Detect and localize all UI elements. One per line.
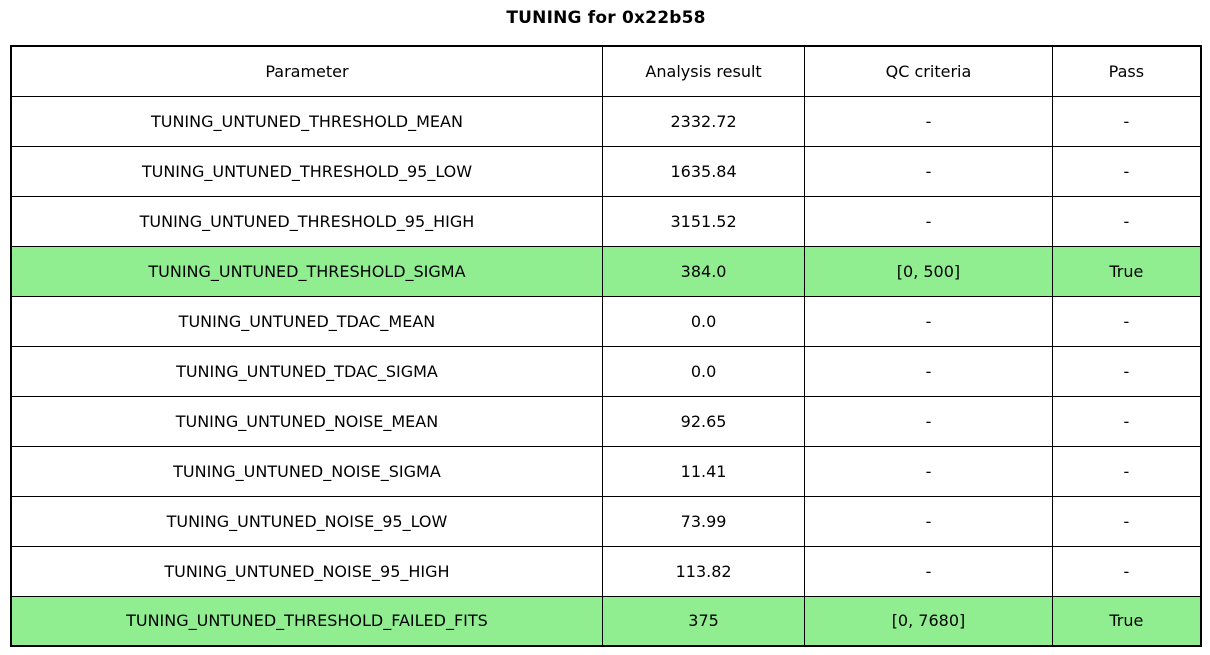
table-row: TUNING_UNTUNED_NOISE_SIGMA 11.41- - <box>10 445 1202 497</box>
analysis-result-cell: 2332.72 <box>601 95 806 147</box>
table-row: TUNING_UNTUNED_THRESHOLD_95_LOW 1635.84- - <box>10 145 1202 197</box>
qc-criteria-cell: [0, 500] <box>804 245 1053 297</box>
table-body: TUNING_UNTUNED_THRESHOLD_MEAN 2332.72- - TU… <box>10 95 1202 647</box>
table-row: TUNING_UNTUNED_NOISE_95_HIGH 113.82- - <box>10 545 1202 597</box>
analysis-result-cell: 384.0 <box>601 245 806 297</box>
pass-cell: - <box>1051 545 1202 597</box>
header-row: Parameter Analysis result QC criteria Pass <box>10 45 1202 97</box>
qc-criteria-cell: - <box>804 295 1053 347</box>
analysis-result-cell: 92.65 <box>601 395 806 447</box>
column-header-qc-criteria: QC criteria <box>804 45 1053 97</box>
pass-cell: - <box>1051 295 1202 347</box>
parameter-cell: TUNING_UNTUNED_THRESHOLD_MEAN <box>10 95 603 147</box>
parameter-cell: TUNING_UNTUNED_NOISE_95_LOW <box>10 495 603 547</box>
qc-criteria-cell: - <box>804 495 1053 547</box>
qc-criteria-cell: - <box>804 395 1053 447</box>
qc-criteria-cell: - <box>804 545 1053 597</box>
qc-criteria-cell: [0, 7680] <box>804 595 1053 647</box>
parameter-cell: TUNING_UNTUNED_TDAC_MEAN <box>10 295 603 347</box>
parameter-cell: TUNING_UNTUNED_NOISE_95_HIGH <box>10 545 603 597</box>
parameter-cell: TUNING_UNTUNED_THRESHOLD_95_HIGH <box>10 195 603 247</box>
column-header-parameter: Parameter <box>10 45 603 97</box>
analysis-result-cell: 0.0 <box>601 295 806 347</box>
pass-cell: True <box>1051 595 1202 647</box>
table-row: TUNING_UNTUNED_THRESHOLD_SIGMA 384.0 [0, 5… <box>10 245 1202 297</box>
qc-criteria-cell: - <box>804 195 1053 247</box>
analysis-result-cell: 1635.84 <box>601 145 806 197</box>
table-row: TUNING_UNTUNED_THRESHOLD_MEAN 2332.72- - <box>10 95 1202 147</box>
analysis-result-cell: 0.0 <box>601 345 806 397</box>
column-header-analysis-result: Analysis result <box>601 45 806 97</box>
table-row: TUNING_UNTUNED_NOISE_95_LOW 73.99- - <box>10 495 1202 547</box>
parameter-cell: TUNING_UNTUNED_THRESHOLD_95_LOW <box>10 145 603 197</box>
pass-cell: - <box>1051 195 1202 247</box>
qc-criteria-cell: - <box>804 345 1053 397</box>
analysis-result-cell: 375 <box>601 595 806 647</box>
parameter-cell: TUNING_UNTUNED_NOISE_MEAN <box>10 395 603 447</box>
pass-cell: - <box>1051 395 1202 447</box>
pass-cell: True <box>1051 245 1202 297</box>
table-row: TUNING_UNTUNED_THRESHOLD_95_HIGH 3151.52-… <box>10 195 1202 247</box>
table-row: TUNING_UNTUNED_TDAC_MEAN 0.0- - <box>10 295 1202 347</box>
parameter-cell: TUNING_UNTUNED_TDAC_SIGMA <box>10 345 603 397</box>
qc-criteria-cell: - <box>804 95 1053 147</box>
table-row: TUNING_UNTUNED_TDAC_SIGMA 0.0- - <box>10 345 1202 397</box>
parameter-cell: TUNING_UNTUNED_THRESHOLD_SIGMA <box>10 245 603 297</box>
analysis-result-cell: 11.41 <box>601 445 806 497</box>
qc-criteria-cell: - <box>804 445 1053 497</box>
pass-cell: - <box>1051 145 1202 197</box>
pass-cell: - <box>1051 345 1202 397</box>
analysis-result-cell: 73.99 <box>601 495 806 547</box>
pass-cell: - <box>1051 495 1202 547</box>
table-row: TUNING_UNTUNED_NOISE_MEAN 92.65- - <box>10 395 1202 447</box>
figure-title: TUNING for 0x22b58 <box>506 8 706 28</box>
qc-results-table: Parameter Analysis result QC criteria Pass … <box>10 45 1202 647</box>
parameter-cell: TUNING_UNTUNED_NOISE_SIGMA <box>10 445 603 497</box>
column-header-pass: Pass <box>1051 45 1202 97</box>
analysis-result-cell: 3151.52 <box>601 195 806 247</box>
analysis-result-cell: 113.82 <box>601 545 806 597</box>
table-row: TUNING_UNTUNED_THRESHOLD_FAILED_FITS 375[… <box>10 595 1202 647</box>
pass-cell: - <box>1051 95 1202 147</box>
parameter-cell: TUNING_UNTUNED_THRESHOLD_FAILED_FITS <box>10 595 603 647</box>
pass-cell: - <box>1051 445 1202 497</box>
qc-criteria-cell: - <box>804 145 1053 197</box>
